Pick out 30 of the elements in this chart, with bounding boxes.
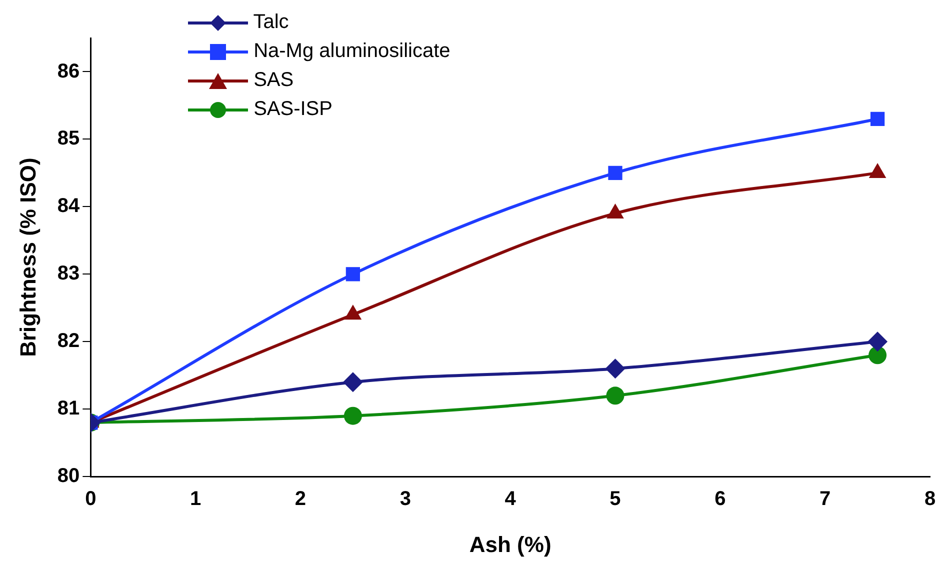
point (870, 112, 885, 126)
point (868, 332, 888, 352)
y-tick-label: 83 (57, 262, 80, 285)
point (342, 372, 363, 392)
x-tick-label: 1 (190, 488, 202, 510)
x-tick-label: 8 (924, 488, 936, 510)
y-tick-label: 80 (57, 465, 80, 488)
x-tick-label: 0 (85, 488, 96, 510)
x-tick-label: 5 (610, 488, 621, 510)
legend-label: SAS-ISP (254, 98, 332, 120)
y-tick-label: 81 (57, 398, 80, 420)
x-axis-title: Ash (%) (469, 532, 552, 557)
y-axis-title: Brightness (% ISO) (15, 158, 40, 357)
y-tick-label: 84 (57, 195, 81, 218)
y-tick-label: 85 (57, 128, 80, 150)
y-tick-label: 82 (57, 330, 80, 352)
x-tick-label: 4 (504, 488, 517, 510)
legend-label: Talc (253, 11, 289, 33)
point (346, 267, 360, 282)
point (608, 166, 622, 180)
y-tick-label: 86 (57, 60, 80, 82)
point (606, 386, 624, 405)
point (344, 406, 362, 425)
x-tick-label: 7 (820, 488, 831, 510)
legend-label: SAS (254, 69, 294, 91)
point (605, 358, 626, 379)
x-tick-label: 2 (294, 488, 306, 510)
legend-label: Na-Mg aluminosilicate (254, 40, 450, 62)
x-tick-label: 3 (400, 488, 411, 510)
x-tick-label: 6 (714, 488, 726, 510)
